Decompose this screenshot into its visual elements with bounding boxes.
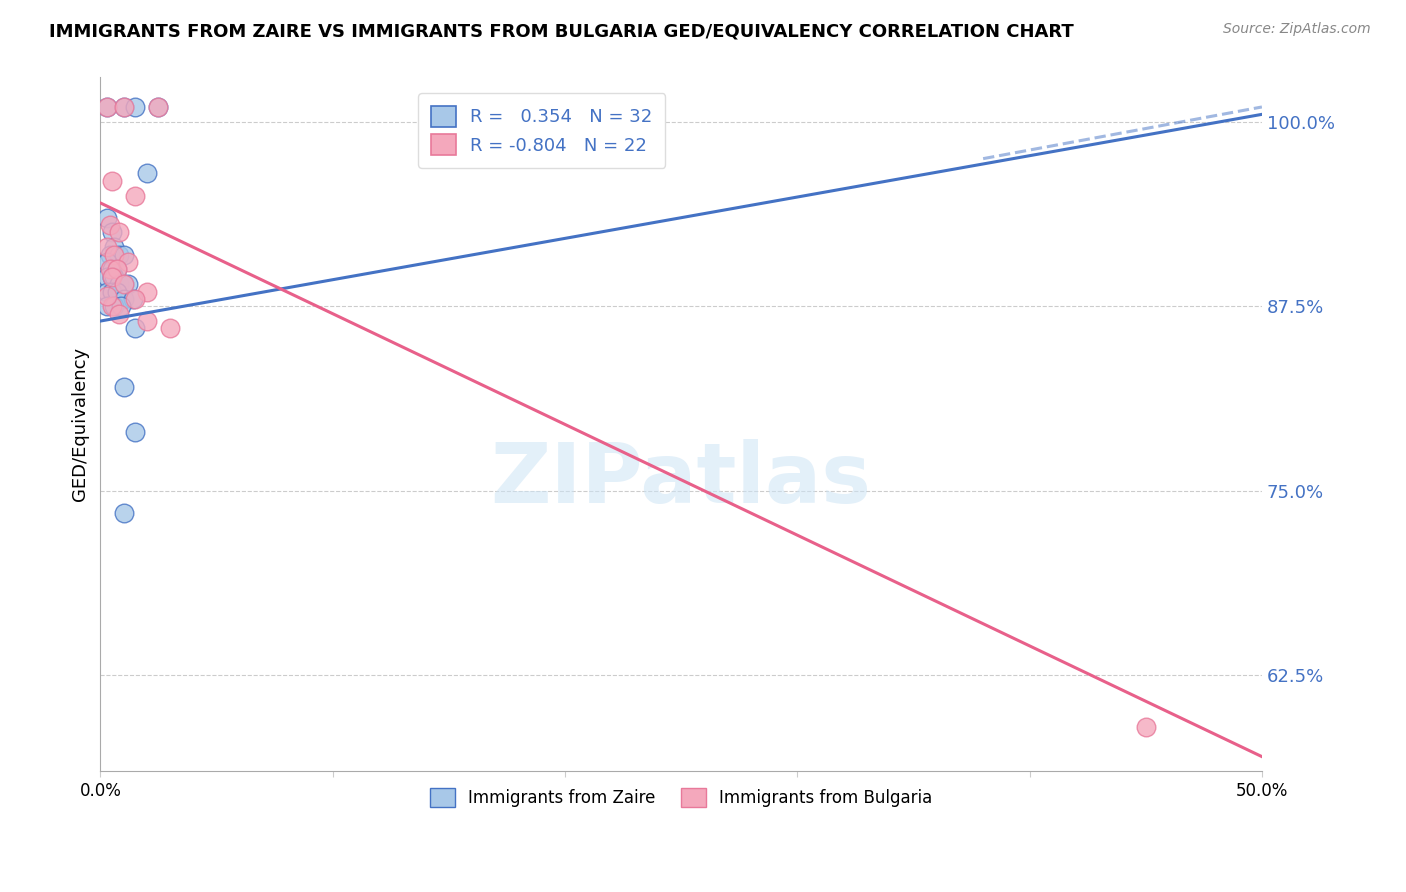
Point (112, 506, 135, 520)
Point (108, 277, 131, 292)
Point (112, 277, 135, 292)
Point (124, 321, 146, 335)
Point (112, 100, 135, 114)
Point (112, 247, 135, 261)
Point (101, 285, 124, 299)
Point (103, 247, 125, 261)
Point (101, 299, 124, 313)
Point (96, 299, 118, 313)
Point (105, 285, 128, 299)
Point (135, 285, 157, 299)
Point (98, 262, 121, 277)
Point (96, 100, 118, 114)
Point (108, 247, 131, 261)
Point (112, 380, 135, 394)
Text: ZIPatlas: ZIPatlas (491, 440, 872, 520)
Point (101, 174, 124, 188)
Point (148, 100, 170, 114)
Point (108, 307, 131, 321)
Point (98, 218, 121, 232)
Point (96, 255, 118, 269)
Point (96, 269, 118, 284)
Point (96, 211, 118, 225)
Point (117, 277, 139, 292)
Y-axis label: GED/Equivalency: GED/Equivalency (72, 347, 89, 501)
Point (124, 100, 146, 114)
Point (101, 262, 124, 277)
Point (103, 299, 125, 313)
Point (112, 277, 135, 292)
Point (101, 269, 124, 284)
Point (112, 292, 135, 306)
Point (122, 292, 145, 306)
Point (108, 226, 131, 240)
Point (96, 100, 118, 114)
Point (110, 299, 132, 313)
Point (96, 285, 118, 299)
Point (103, 269, 125, 284)
Point (105, 262, 128, 277)
Point (105, 262, 128, 277)
Point (124, 188, 146, 202)
Point (135, 166, 157, 180)
Point (96, 240, 118, 254)
Point (135, 314, 157, 328)
Point (117, 255, 139, 269)
Point (103, 240, 125, 254)
Legend: Immigrants from Zaire, Immigrants from Bulgaria: Immigrants from Zaire, Immigrants from B… (422, 780, 941, 815)
Point (148, 100, 170, 114)
Point (159, 321, 181, 335)
Point (98, 247, 121, 261)
Text: Source: ZipAtlas.com: Source: ZipAtlas.com (1223, 22, 1371, 37)
Point (124, 425, 146, 439)
Point (1135, 720, 1157, 734)
Point (124, 292, 146, 306)
Text: IMMIGRANTS FROM ZAIRE VS IMMIGRANTS FROM BULGARIA GED/EQUIVALENCY CORRELATION CH: IMMIGRANTS FROM ZAIRE VS IMMIGRANTS FROM… (49, 22, 1074, 40)
Point (101, 226, 124, 240)
Point (112, 100, 135, 114)
Point (96, 289, 118, 303)
Point (101, 269, 124, 284)
